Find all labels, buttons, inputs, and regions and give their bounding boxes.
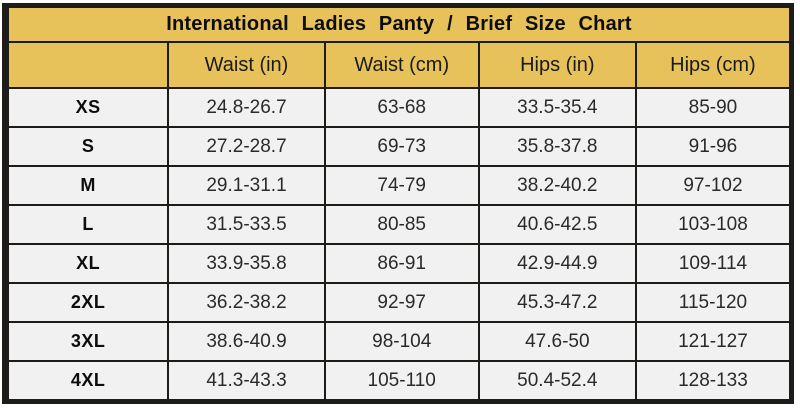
chart-title: International Ladies Panty / Brief Size … (7, 6, 791, 43)
table-row: M 29.1-31.1 74-79 38.2-40.2 97-102 (6, 165, 792, 206)
table-row: 3XL 38.6-40.9 98-104 47.6-50 121-127 (6, 321, 792, 362)
table-row: S 27.2-28.7 69-73 35.8-37.8 91-96 (6, 126, 792, 167)
hips-cm-value: 109-114 (634, 243, 792, 284)
hips-cm-value: 121-127 (634, 321, 792, 362)
hips-in-value: 33.5-35.4 (477, 87, 637, 128)
table-row: L 31.5-33.5 80-85 40.6-42.5 103-108 (6, 204, 792, 245)
column-header-waist-cm: Waist (cm) (323, 41, 480, 89)
column-header-hips-in: Hips (in) (477, 41, 637, 89)
column-header-size (6, 41, 170, 89)
column-header-row: Waist (in) Waist (cm) Hips (in) Hips (cm… (6, 41, 792, 89)
waist-cm-value: 98-104 (323, 321, 480, 362)
column-header-waist-in: Waist (in) (167, 41, 326, 89)
size-label: XL (6, 243, 170, 284)
hips-in-value: 45.3-47.2 (477, 282, 637, 323)
hips-cm-value: 128-133 (634, 360, 792, 401)
hips-in-value: 47.6-50 (477, 321, 637, 362)
size-label: S (6, 126, 170, 167)
size-label: XS (6, 87, 170, 128)
waist-in-value: 38.6-40.9 (167, 321, 326, 362)
size-label: 4XL (6, 360, 170, 401)
table-row: XL 33.9-35.8 86-91 42.9-44.9 109-114 (6, 243, 792, 284)
waist-in-value: 29.1-31.1 (167, 165, 326, 206)
waist-in-value: 36.2-38.2 (167, 282, 326, 323)
waist-in-value: 24.8-26.7 (167, 87, 326, 128)
hips-in-value: 38.2-40.2 (477, 165, 637, 206)
column-header-hips-cm: Hips (cm) (634, 41, 792, 89)
waist-cm-value: 63-68 (323, 87, 480, 128)
hips-in-value: 40.6-42.5 (477, 204, 637, 245)
size-label: M (6, 165, 170, 206)
waist-in-value: 41.3-43.3 (167, 360, 326, 401)
waist-cm-value: 92-97 (323, 282, 480, 323)
size-label: 2XL (6, 282, 170, 323)
waist-in-value: 33.9-35.8 (167, 243, 326, 284)
hips-cm-value: 91-96 (634, 126, 792, 167)
hips-cm-value: 85-90 (634, 87, 792, 128)
table-row: 4XL 41.3-43.3 105-110 50.4-52.4 128-133 (6, 360, 792, 401)
chart-title-row: International Ladies Panty / Brief Size … (7, 6, 791, 43)
waist-cm-value: 69-73 (323, 126, 480, 167)
table-row: XS 24.8-26.7 63-68 33.5-35.4 85-90 (6, 87, 792, 128)
size-chart-frame: International Ladies Panty / Brief Size … (2, 3, 794, 404)
size-label: 3XL (6, 321, 170, 362)
waist-cm-value: 74-79 (323, 165, 480, 206)
hips-cm-value: 103-108 (634, 204, 792, 245)
waist-cm-value: 80-85 (323, 204, 480, 245)
hips-in-value: 35.8-37.8 (477, 126, 637, 167)
waist-in-value: 27.2-28.7 (167, 126, 326, 167)
hips-cm-value: 97-102 (634, 165, 792, 206)
size-label: L (6, 204, 170, 245)
table-row: 2XL 36.2-38.2 92-97 45.3-47.2 115-120 (6, 282, 792, 323)
waist-cm-value: 105-110 (323, 360, 480, 401)
hips-in-value: 42.9-44.9 (477, 243, 637, 284)
waist-in-value: 31.5-33.5 (167, 204, 326, 245)
hips-cm-value: 115-120 (634, 282, 792, 323)
waist-cm-value: 86-91 (323, 243, 480, 284)
hips-in-value: 50.4-52.4 (477, 360, 637, 401)
size-chart-table: International Ladies Panty / Brief Size … (6, 6, 792, 401)
